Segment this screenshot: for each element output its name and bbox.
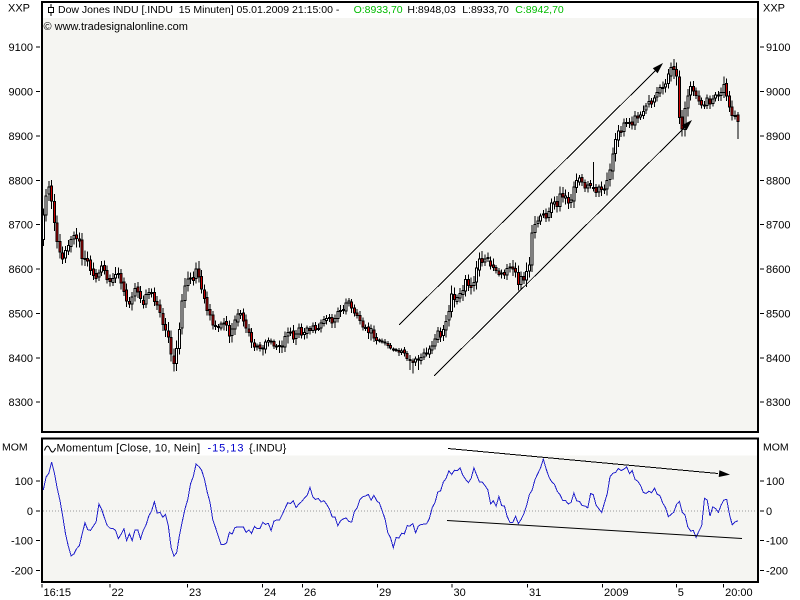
svg-text:8500: 8500 xyxy=(766,308,790,320)
svg-text:-100: -100 xyxy=(766,536,788,548)
svg-text:2009: 2009 xyxy=(604,587,628,599)
svg-text:8800: 8800 xyxy=(9,175,33,187)
svg-text:8300: 8300 xyxy=(9,397,33,409)
svg-text:MOM: MOM xyxy=(763,442,789,454)
svg-text:-200: -200 xyxy=(766,566,788,578)
svg-text:23: 23 xyxy=(189,587,201,599)
svg-text:8700: 8700 xyxy=(9,220,33,232)
svg-text:31: 31 xyxy=(529,587,541,599)
svg-text:-15,13: -15,13 xyxy=(208,443,245,455)
svg-text:9000: 9000 xyxy=(766,87,790,99)
svg-text:9100: 9100 xyxy=(766,42,790,54)
svg-text:100: 100 xyxy=(15,476,33,488)
svg-text:8900: 8900 xyxy=(766,131,790,143)
svg-text:9100: 9100 xyxy=(9,42,33,54)
svg-text:-200: -200 xyxy=(11,566,33,578)
svg-text:Dow Jones INDU [.INDU 15 Minu: Dow Jones INDU [.INDU 15 Minuten] 05.01.… xyxy=(58,4,340,16)
svg-text:0: 0 xyxy=(766,506,772,518)
svg-text:100: 100 xyxy=(766,476,784,488)
svg-text:8400: 8400 xyxy=(9,353,33,365)
svg-text:0: 0 xyxy=(27,506,33,518)
svg-text:O:8933,70: O:8933,70 xyxy=(354,4,403,16)
svg-text:24: 24 xyxy=(264,587,276,599)
svg-text:22: 22 xyxy=(112,587,124,599)
svg-text:L:8933,70: L:8933,70 xyxy=(462,4,509,16)
svg-text:8700: 8700 xyxy=(766,220,790,232)
svg-text:MOM: MOM xyxy=(2,442,28,454)
svg-text:30: 30 xyxy=(454,587,466,599)
svg-text:8600: 8600 xyxy=(766,264,790,276)
svg-text:H:8948,03: H:8948,03 xyxy=(407,4,456,16)
svg-text:26: 26 xyxy=(304,587,316,599)
svg-text:© www.tradesignalonline.com: © www.tradesignalonline.com xyxy=(44,21,188,33)
svg-text:Momentum [Close, 10, Nein]: Momentum [Close, 10, Nein] xyxy=(57,443,201,455)
svg-text:8800: 8800 xyxy=(766,175,790,187)
svg-text:8300: 8300 xyxy=(766,397,790,409)
svg-text:5: 5 xyxy=(678,587,684,599)
svg-text:8400: 8400 xyxy=(766,353,790,365)
svg-text:9000: 9000 xyxy=(9,87,33,99)
svg-text:8600: 8600 xyxy=(9,264,33,276)
svg-text:8500: 8500 xyxy=(9,308,33,320)
svg-text:-100: -100 xyxy=(11,536,33,548)
svg-text:16:15: 16:15 xyxy=(44,587,72,599)
svg-text:{.INDU}: {.INDU} xyxy=(249,443,287,455)
svg-text:XXP: XXP xyxy=(763,3,785,15)
svg-text:XXP: XXP xyxy=(8,3,30,15)
svg-text:C:8942,70: C:8942,70 xyxy=(515,4,564,16)
svg-text:20:00: 20:00 xyxy=(725,587,753,599)
svg-text:8900: 8900 xyxy=(9,131,33,143)
svg-text:29: 29 xyxy=(379,587,391,599)
